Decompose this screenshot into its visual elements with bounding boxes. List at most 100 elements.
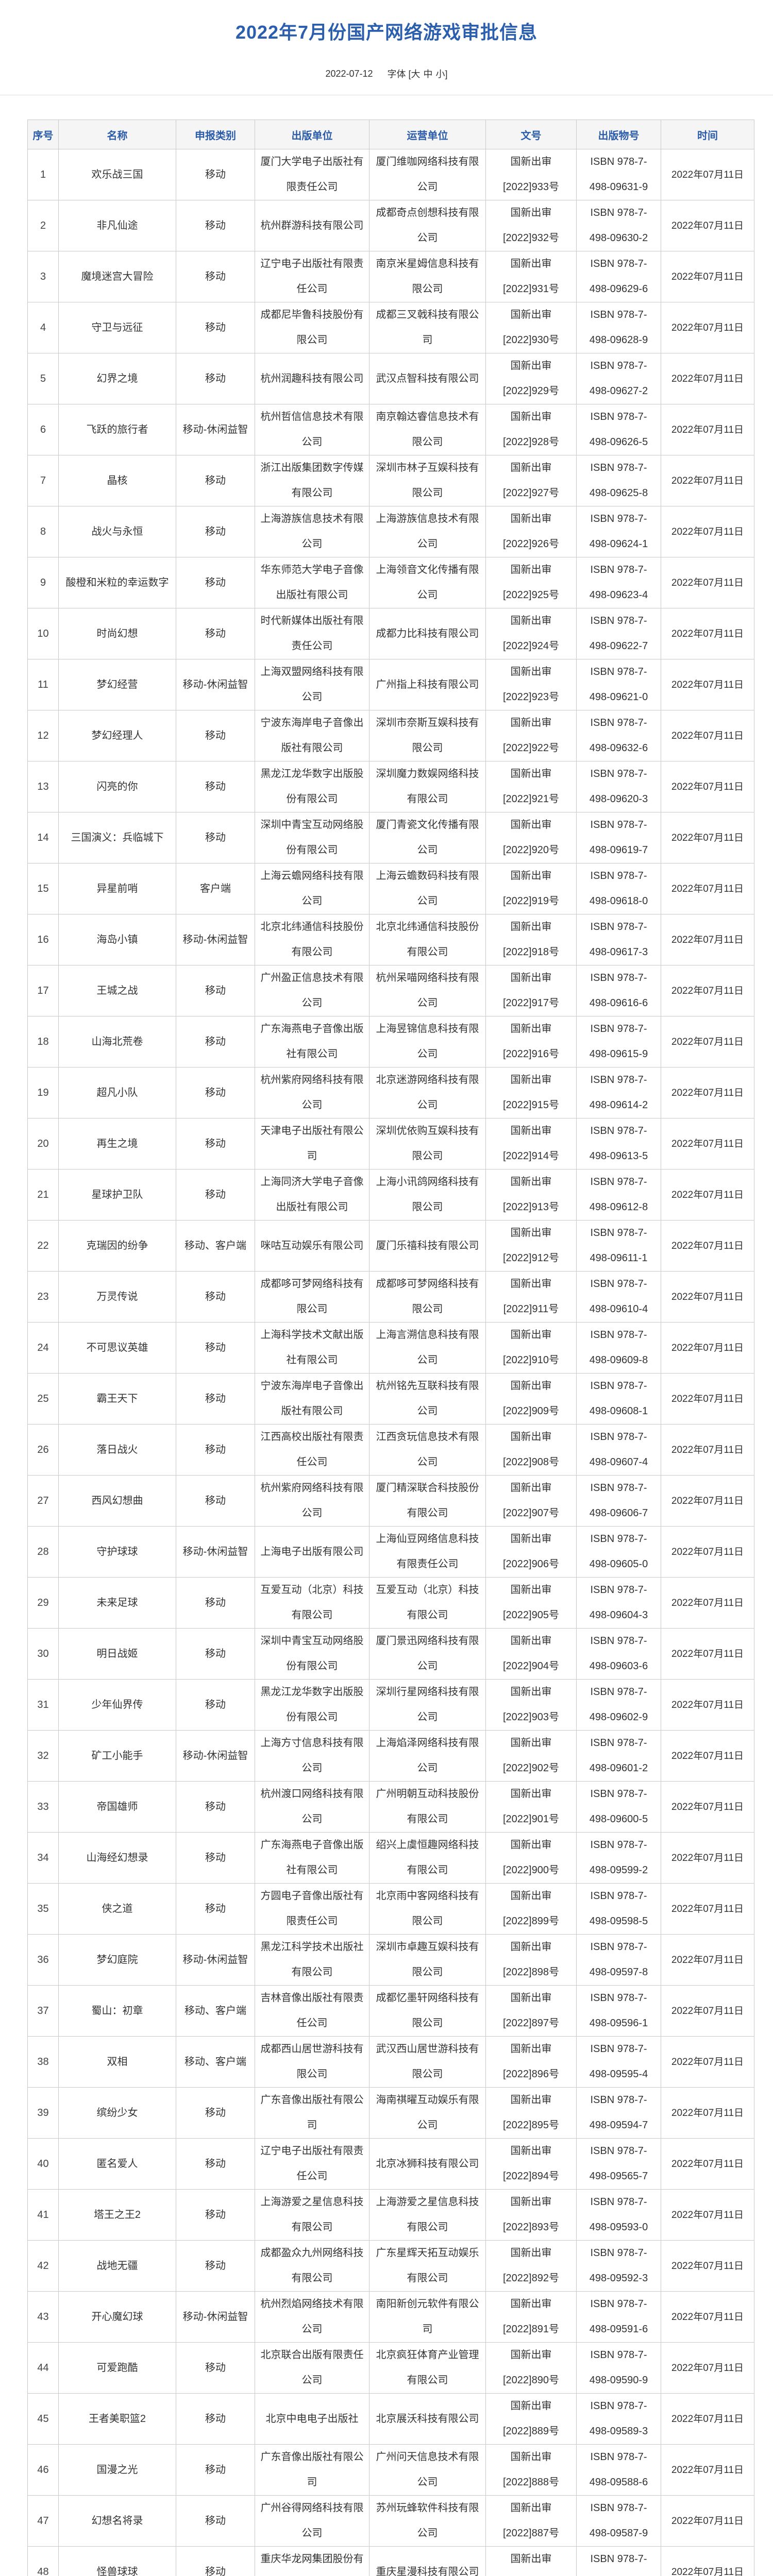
- cell-doc_no: 国新出审 [2022]906号: [485, 1526, 577, 1578]
- cell-publisher: 江西高校出版社有限责任公司: [255, 1424, 369, 1476]
- font-size-small-link[interactable]: 小: [435, 69, 445, 79]
- cell-date: 2022年07月11日: [661, 1118, 754, 1170]
- cell-date: 2022年07月11日: [661, 2342, 754, 2394]
- cell-name: 梦幻经理人: [58, 710, 176, 761]
- cell-publisher: 广东音像出版社有限公司: [255, 2444, 369, 2496]
- cell-name: 晶核: [58, 455, 176, 506]
- cell-publisher: 浙江出版集团数字传媒有限公司: [255, 455, 369, 506]
- cell-date: 2022年07月11日: [661, 1169, 754, 1221]
- cell-doc_no: 国新出审 [2022]921号: [485, 761, 577, 812]
- cell-date: 2022年07月11日: [661, 2036, 754, 2088]
- cell-isbn: ISBN 978-7- 498-09630-2: [576, 200, 661, 251]
- table-row: 26 落日战火 移动 江西高校出版社有限责任公司 江西贪玩信息技术有限公司 国新出审 [2…: [27, 1424, 754, 1476]
- cell-name: 幻界之境: [58, 353, 176, 404]
- table-row: 35 侠之道 移动 方圆电子音像出版社有限责任公司 北京雨中客网络科技有限公司 国新出审 …: [27, 1883, 754, 1935]
- cell-date: 2022年07月11日: [661, 1577, 754, 1629]
- cell-operator: 重庆星漫科技有限公司: [369, 2546, 486, 2576]
- table-row: 31 少年仙界传 移动 黑龙江龙华数字出版股份有限公司 深圳行星网络科技有限公司 国新出审…: [27, 1679, 754, 1731]
- cell-doc_no: 国新出审 [2022]888号: [485, 2444, 577, 2496]
- header-name: 名称: [58, 120, 176, 149]
- cell-publisher: 广东海燕电子音像出版社有限公司: [255, 1016, 369, 1067]
- cell-no: 20: [27, 1118, 59, 1170]
- cell-isbn: ISBN 978-7- 498-09602-9: [576, 1679, 661, 1731]
- cell-date: 2022年07月11日: [661, 353, 754, 404]
- cell-isbn: ISBN 978-7- 498-09605-0: [576, 1526, 661, 1578]
- cell-date: 2022年07月11日: [661, 1628, 754, 1680]
- cell-name: 霸王天下: [58, 1373, 176, 1425]
- cell-category: 移动: [176, 2189, 255, 2241]
- cell-no: 38: [27, 2036, 59, 2088]
- cell-category: 移动-休闲益智: [176, 404, 255, 455]
- cell-category: 移动: [176, 1016, 255, 1067]
- cell-isbn: ISBN 978-7- 498-09596-1: [576, 1985, 661, 2037]
- cell-no: 5: [27, 353, 59, 404]
- table-row: 1 欢乐战三国 移动 厦门大学电子出版社有限责任公司 厦门维咖网络科技有限公司 国新出审 …: [27, 149, 754, 200]
- font-size-large-link[interactable]: 大: [411, 69, 421, 79]
- cell-operator: 北京雨中客网络科技有限公司: [369, 1883, 486, 1935]
- cell-isbn: ISBN 978-7- 498-09623-4: [576, 557, 661, 608]
- cell-no: 29: [27, 1577, 59, 1629]
- cell-publisher: 上海双盟网络科技有限公司: [255, 659, 369, 710]
- cell-no: 9: [27, 557, 59, 608]
- cell-publisher: 广州谷得网络科技有限公司: [255, 2495, 369, 2547]
- cell-operator: 绍兴上虞恒趣网络科技有限公司: [369, 1832, 486, 1884]
- cell-category: 移动: [176, 506, 255, 557]
- cell-isbn: ISBN 978-7- 498-09590-9: [576, 2342, 661, 2394]
- cell-doc_no: 国新出审 [2022]922号: [485, 710, 577, 761]
- cell-operator: 上海昱锦信息科技有限公司: [369, 1016, 486, 1067]
- cell-publisher: 厦门大学电子出版社有限责任公司: [255, 149, 369, 200]
- cell-no: 14: [27, 812, 59, 863]
- table-row: 17 王城之战 移动 广州盈正信息技术有限公司 杭州呆喵网络科技有限公司 国新出审 [20…: [27, 965, 754, 1016]
- cell-publisher: 广州盈正信息技术有限公司: [255, 965, 369, 1016]
- cell-isbn: ISBN 978-7- 498-09617-3: [576, 914, 661, 965]
- cell-name: 梦幻庭院: [58, 1934, 176, 1986]
- cell-doc_no: 国新出审 [2022]911号: [485, 1271, 577, 1323]
- cell-publisher: 上海科学技术文献出版社有限公司: [255, 1322, 369, 1374]
- cell-doc_no: 国新出审 [2022]919号: [485, 863, 577, 914]
- cell-doc_no: 国新出审 [2022]912号: [485, 1220, 577, 1272]
- cell-publisher: 深圳中青宝互动网络股份有限公司: [255, 1628, 369, 1680]
- cell-isbn: ISBN 978-7- 498-09609-8: [576, 1322, 661, 1374]
- cell-no: 3: [27, 251, 59, 302]
- cell-operator: 深圳市奈斯互娱科技有限公司: [369, 710, 486, 761]
- cell-publisher: 辽宁电子出版社有限责任公司: [255, 251, 369, 302]
- cell-publisher: 北京联合出版有限责任公司: [255, 2342, 369, 2394]
- cell-name: 战火与永恒: [58, 506, 176, 557]
- cell-no: 7: [27, 455, 59, 506]
- cell-operator: 南阳新创元软件有限公司: [369, 2291, 486, 2343]
- cell-isbn: ISBN 978-7- 498-09625-8: [576, 455, 661, 506]
- cell-publisher: 杭州紫府网络科技有限公司: [255, 1067, 369, 1118]
- font-size-control: 字体 [大中小]: [388, 67, 448, 80]
- cell-no: 35: [27, 1883, 59, 1935]
- cell-name: 战地无疆: [58, 2240, 176, 2292]
- cell-category: 移动: [176, 1475, 255, 1527]
- cell-operator: 成都哆可梦网络科技有限公司: [369, 1271, 486, 1323]
- cell-doc_no: 国新出审 [2022]896号: [485, 2036, 577, 2088]
- cell-doc_no: 国新出审 [2022]926号: [485, 506, 577, 557]
- header-date: 时间: [661, 120, 754, 149]
- cell-no: 8: [27, 506, 59, 557]
- table-row: 9 酸橙和米粒的幸运数字 移动 华东师范大学电子音像出版社有限公司 上海领音文化传播有限…: [27, 557, 754, 608]
- cell-no: 48: [27, 2546, 59, 2576]
- table-row: 25 霸王天下 移动 宁波东海岸电子音像出版社有限公司 杭州铭先互联科技有限公司 国新出审…: [27, 1373, 754, 1425]
- cell-name: 闪亮的你: [58, 761, 176, 812]
- cell-isbn: ISBN 978-7- 498-09588-6: [576, 2444, 661, 2496]
- cell-isbn: ISBN 978-7- 498-09607-4: [576, 1424, 661, 1476]
- cell-isbn: ISBN 978-7- 498-09594-7: [576, 2087, 661, 2139]
- cell-no: 28: [27, 1526, 59, 1578]
- cell-publisher: 华东师范大学电子音像出版社有限公司: [255, 557, 369, 608]
- font-size-medium-link[interactable]: 中: [423, 69, 433, 79]
- cell-isbn: ISBN 978-7- 498-09621-0: [576, 659, 661, 710]
- cell-date: 2022年07月11日: [661, 1271, 754, 1323]
- cell-doc_no: 国新出审 [2022]915号: [485, 1067, 577, 1118]
- cell-operator: 上海游爱之星信息科技有限公司: [369, 2189, 486, 2241]
- cell-isbn: ISBN 978-7- 498-09593-0: [576, 2189, 661, 2241]
- cell-publisher: 上海游族信息技术有限公司: [255, 506, 369, 557]
- cell-category: 移动: [176, 2393, 255, 2445]
- cell-no: 34: [27, 1832, 59, 1884]
- cell-isbn: ISBN 978-7- 498-09612-8: [576, 1169, 661, 1221]
- cell-doc_no: 国新出审 [2022]901号: [485, 1781, 577, 1833]
- cell-publisher: 杭州紫府网络科技有限公司: [255, 1475, 369, 1527]
- cell-name: 国漫之光: [58, 2444, 176, 2496]
- cell-date: 2022年07月11日: [661, 659, 754, 710]
